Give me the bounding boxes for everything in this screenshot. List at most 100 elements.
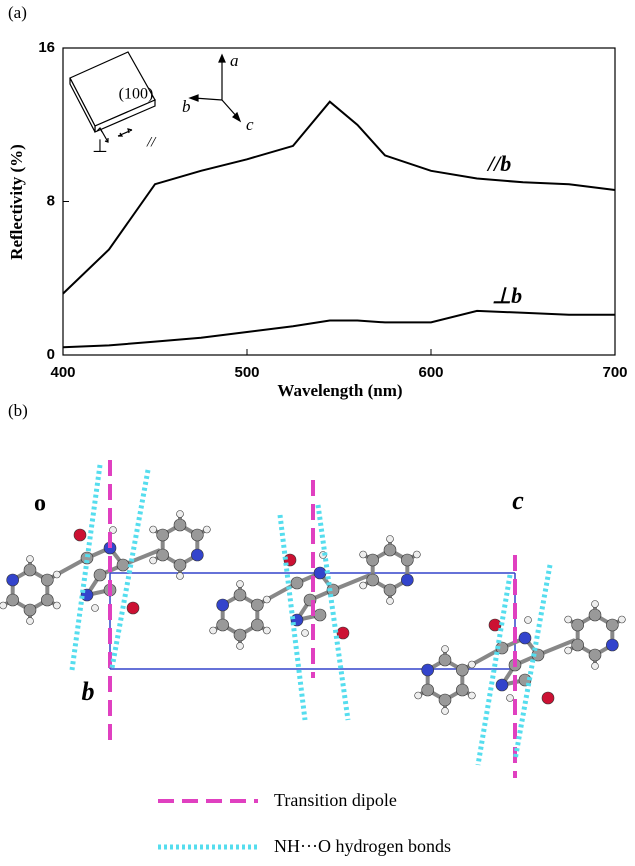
series-label: ⊥b [492,283,522,308]
atom [41,574,53,586]
atom [251,619,263,631]
atom [177,573,184,580]
atom [157,549,169,561]
atom [519,632,531,644]
atom [74,529,86,541]
y-tick-label: 16 [38,39,55,56]
axis-label: b [82,677,95,706]
atom [7,594,19,606]
annotation: // [146,134,157,150]
atom [367,574,379,586]
atom [92,605,99,612]
atom [41,594,53,606]
atom [439,654,451,666]
legend-label: Transition dipole [274,790,397,810]
figure: (a) Wavelength (nm) Reflectivity (%) (10… [0,0,635,861]
atom [468,661,475,668]
atom [314,609,326,621]
y-axis-title: Reflectivity (%) [7,144,26,260]
panel-label: (a) [8,3,27,22]
series-label: //b [486,151,511,176]
atom [24,604,36,616]
atom [415,692,422,699]
atom [422,684,434,696]
atom [150,557,157,564]
legend-label: NH···O hydrogen bonds [274,836,451,856]
atom [468,692,475,699]
atom [387,536,394,543]
atom [203,526,210,533]
atom [291,577,303,589]
atom [237,581,244,588]
atom [210,627,217,634]
atom [496,679,508,691]
h-bond [72,465,100,670]
atom [217,599,229,611]
atom [117,559,129,571]
annotation: c [246,115,254,134]
atom [401,574,413,586]
origin-label: o [34,491,46,517]
atom [542,692,554,704]
atom [360,551,367,558]
dipoles [110,460,515,778]
atom [53,602,60,609]
atom [589,609,601,621]
h-bond [478,575,510,765]
atom [24,564,36,576]
inset [70,52,240,142]
atom [150,526,157,533]
atom [565,647,572,654]
atom [367,554,379,566]
para-arrow [118,129,132,136]
atom [442,646,449,653]
atom [27,556,34,563]
atom [237,643,244,650]
atom [0,602,7,609]
annotation: a [230,51,239,70]
atom [177,511,184,518]
atom [234,589,246,601]
atom [387,598,394,605]
atom [422,664,434,676]
atom [525,617,532,624]
atom [442,708,449,715]
atom [27,618,34,625]
atom [384,544,396,556]
atom [191,529,203,541]
atom [302,630,309,637]
atom [456,664,468,676]
atom [439,694,451,706]
atom [94,569,106,581]
atom [157,529,169,541]
atom [572,619,584,631]
atom [191,549,203,561]
y-tick-label: 0 [47,346,55,363]
atom [565,616,572,623]
atom [384,584,396,596]
x-tick-label: 500 [234,364,259,381]
annotation: b [182,97,191,116]
atom [606,619,618,631]
atom [234,629,246,641]
x-tick-label: 400 [50,364,75,381]
atom [217,619,229,631]
x-tick-label: 700 [602,364,627,381]
atom [401,554,413,566]
atom [572,639,584,651]
x-axis-title: Wavelength (nm) [277,381,402,400]
atom [314,567,326,579]
atom [360,582,367,589]
y-tick-label: 8 [47,192,55,209]
panel-label: (b) [8,401,28,420]
atom [251,599,263,611]
atom [263,596,270,603]
axis-label: c [512,486,524,515]
annotation: (100) [119,86,154,103]
atom [413,551,420,558]
atom [7,574,19,586]
atom [263,627,270,634]
atom [174,559,186,571]
page: {"chart_data": {"type": "line", "panel_l… [0,0,635,861]
atom [127,602,139,614]
